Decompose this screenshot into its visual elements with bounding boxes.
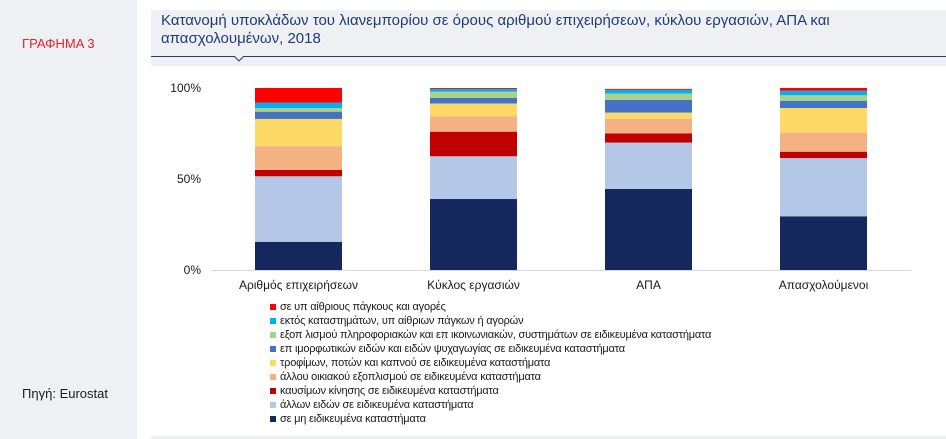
bar-segment: [430, 199, 517, 270]
graph-number-label: ΓΡΑΦΗΜΑ 3: [22, 36, 95, 51]
bar-segment: [605, 133, 692, 143]
legend-swatch: [270, 374, 276, 380]
bar-segment: [605, 112, 692, 119]
bar-segment: [780, 88, 867, 91]
bar-segment: [430, 131, 517, 157]
bar-segment: [255, 88, 342, 103]
x-tick-label: Απασχολούμενοι: [779, 278, 869, 292]
bar-segment: [255, 176, 342, 242]
legend-swatch: [270, 304, 276, 310]
legend-label: εκτός καταστημάτων, υπ αίθριων πάγκων ή …: [280, 315, 524, 327]
bar-segment: [780, 151, 867, 159]
bar-segment: [605, 189, 692, 270]
bar-segment: [605, 99, 692, 113]
bar-segment: [430, 91, 517, 99]
source-note: Πηγή: Eurostat: [22, 386, 108, 401]
title-rule: [151, 56, 946, 57]
legend-swatch: [270, 318, 276, 324]
legend-swatch: [270, 346, 276, 352]
bar-segment: [605, 142, 692, 190]
bar-segment: [780, 90, 867, 96]
bar-segment: [255, 108, 342, 112]
x-tick-label: Αριθμός επιχειρήσεων: [239, 278, 358, 292]
legend-swatch: [270, 388, 276, 394]
legend-label: εξοπ λισμού πληροφοριακών και επ ικοινων…: [280, 329, 712, 341]
stacked-bar-chart: 0% 50% 100% Αριθμός επιχειρήσεων Κύκλος εργα…: [170, 81, 911, 292]
bar-segment: [780, 108, 867, 133]
bar-segment: [255, 169, 342, 177]
bar-segment: [430, 88, 517, 92]
legend-area: [151, 296, 946, 436]
legend-label: σε υπ αίθριους πάγκους και αγορές: [280, 301, 446, 313]
x-tick-label: Κύκλος εργασιών: [427, 278, 520, 292]
legend-swatch: [270, 416, 276, 422]
bar-segment: [605, 118, 692, 134]
bar-segment: [255, 241, 342, 270]
bar-segment: [780, 216, 867, 270]
bar-segment: [780, 95, 867, 101]
legend-swatch: [270, 360, 276, 366]
title-notch: [234, 56, 244, 62]
legend-label: άλλου οικιακού εξοπλισμού σε ειδικευμένα…: [280, 371, 541, 383]
y-tick-label: 50%: [177, 172, 201, 186]
bar-segment: [780, 158, 867, 217]
bar-segment: [605, 93, 692, 100]
bar-segment: [780, 132, 867, 152]
bar-segment: [430, 116, 517, 132]
legend-item: τροφίμων, ποτών και καπνού σε ειδικευμέν…: [270, 356, 711, 370]
bar-segment: [430, 103, 517, 117]
legend-label: επ ιμορφωτικών ειδών και ειδών ψυχαγωγία…: [280, 343, 625, 355]
chart-legend: σε υπ αίθριους πάγκους και αγορές εκτός κ…: [270, 300, 711, 426]
legend-label: σε μη ειδικευμένα καταστήματα: [280, 413, 426, 425]
left-panel: ΓΡΑΦΗΜΑ 3 Πηγή: Eurostat: [0, 0, 137, 439]
legend-item: άλλου οικιακού εξοπλισμού σε ειδικευμένα…: [270, 370, 711, 384]
bar-segment: [605, 88, 692, 90]
legend-label: καυσίμων κίνησης σε ειδικευμένα καταστήμ…: [280, 385, 499, 397]
bar-segment: [255, 111, 342, 119]
legend-item: καυσίμων κίνησης σε ειδικευμένα καταστήμ…: [270, 384, 711, 398]
bar-segment: [780, 100, 867, 109]
bar-segment: [430, 156, 517, 200]
y-tick-label: 0%: [184, 263, 202, 277]
legend-label: τροφίμων, ποτών και καπνού σε ειδικευμέν…: [280, 357, 551, 369]
legend-item: άλλων ειδών σε ειδικευμένα καταστήματα: [270, 398, 711, 412]
bar-segment: [605, 89, 692, 94]
legend-item: σε μη ειδικευμένα καταστήματα: [270, 412, 711, 426]
legend-item: εξοπ λισμού πληροφοριακών και επ ικοινων…: [270, 328, 711, 342]
bar-segment: [430, 98, 517, 104]
legend-swatch: [270, 402, 276, 408]
x-tick-label: ΑΠΑ: [636, 278, 661, 292]
legend-label: άλλων ειδών σε ειδικευμένα καταστήματα: [280, 399, 474, 411]
bar-segment: [255, 146, 342, 170]
bar-segment: [255, 102, 342, 109]
bar-segment: [255, 118, 342, 147]
bar-segment: [430, 88, 517, 89]
legend-item: επ ιμορφωτικών ειδών και ειδών ψυχαγωγία…: [270, 342, 711, 356]
legend-item: σε υπ αίθριους πάγκους και αγορές: [270, 300, 711, 314]
y-tick-label: 100%: [170, 81, 201, 95]
chart-title: Κατανομή υποκλάδων του λιανεμπορίου σε ό…: [161, 12, 830, 47]
legend-item: εκτός καταστημάτων, υπ αίθριων πάγκων ή …: [270, 314, 711, 328]
legend-swatch: [270, 332, 276, 338]
